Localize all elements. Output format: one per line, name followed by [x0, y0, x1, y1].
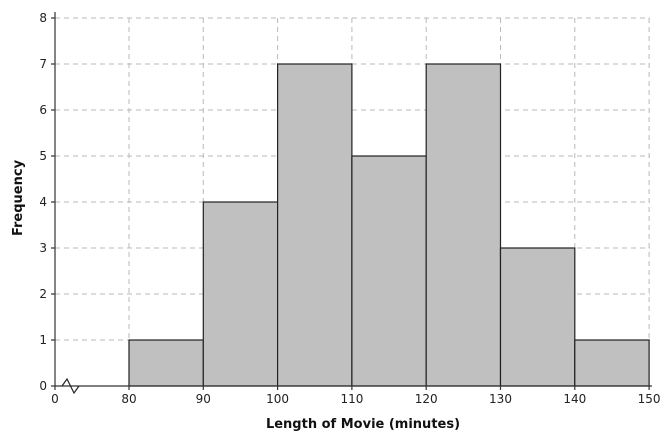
y-tick-label: 6	[39, 103, 47, 117]
y-tick-label: 1	[39, 333, 47, 347]
x-tick-labels: 0 80 90 100 110 120 130 140 150	[51, 386, 661, 406]
x-tick-label: 120	[415, 392, 438, 406]
y-tick-label: 5	[39, 149, 47, 163]
y-tick-labels: 0 1 2 3 4 5 6 7 8	[39, 11, 55, 393]
histogram-bar	[499, 247, 576, 387]
x-tick-label: 110	[340, 392, 363, 406]
histogram-bar	[351, 155, 427, 387]
y-tick-label: 3	[39, 241, 47, 255]
histogram-bar	[574, 339, 650, 387]
x-tick-label: 90	[196, 392, 211, 406]
y-axis-title: Frequency	[11, 159, 26, 236]
x-tick-label: 140	[563, 392, 586, 406]
x-tick-label: 0	[51, 392, 59, 406]
x-tick-label: 130	[489, 392, 512, 406]
histogram-bar	[277, 63, 353, 387]
x-tick-label: 100	[266, 392, 289, 406]
y-tick-label: 7	[39, 57, 47, 71]
histogram-bar	[202, 201, 279, 387]
y-tick-label: 2	[39, 287, 47, 301]
y-tick-label: 0	[39, 379, 47, 393]
y-tick-label: 4	[39, 195, 47, 209]
histogram-bar	[128, 339, 204, 387]
axes	[54, 12, 652, 395]
histogram-bars	[128, 63, 650, 387]
axis-break-icon	[61, 377, 80, 395]
x-tick-label: 150	[638, 392, 661, 406]
x-axis-title: Length of Movie (minutes)	[266, 417, 460, 432]
x-tick-label: 80	[121, 392, 136, 406]
y-tick-label: 8	[39, 11, 47, 25]
histogram-bar	[425, 63, 502, 387]
